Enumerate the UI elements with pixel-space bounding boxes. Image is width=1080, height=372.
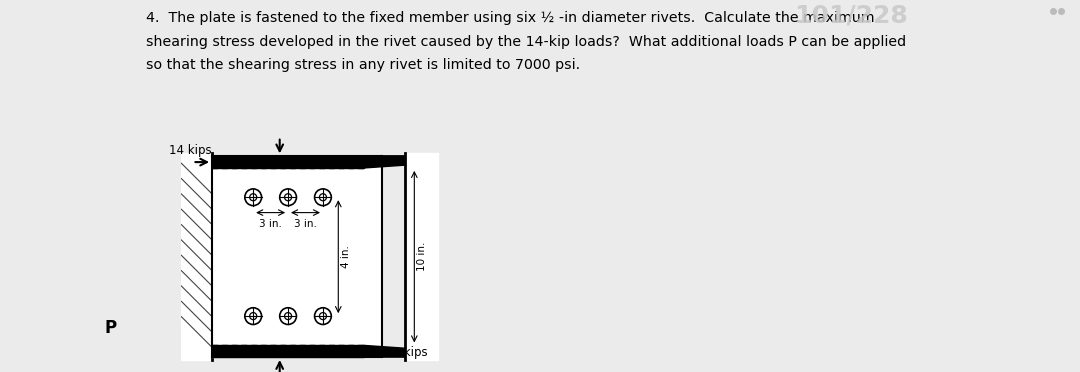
Polygon shape — [212, 345, 364, 357]
Circle shape — [245, 308, 261, 324]
Text: 3 in.: 3 in. — [294, 219, 316, 229]
Circle shape — [314, 308, 332, 324]
Text: 4 in.: 4 in. — [340, 245, 351, 268]
Text: 14 kips: 14 kips — [168, 144, 212, 157]
Text: 14 kips: 14 kips — [384, 346, 428, 359]
Circle shape — [314, 189, 332, 206]
Polygon shape — [212, 156, 382, 357]
Polygon shape — [364, 156, 405, 168]
Polygon shape — [364, 345, 405, 357]
Polygon shape — [212, 156, 364, 168]
Text: 4.  The plate is fastened to the fixed member using six ½ -in diameter rivets.  : 4. The plate is fastened to the fixed me… — [146, 11, 906, 72]
Text: 3 in.: 3 in. — [259, 219, 282, 229]
Text: 10 in.: 10 in. — [417, 242, 427, 271]
Polygon shape — [181, 154, 212, 360]
Text: 101/228: 101/228 — [794, 4, 907, 28]
Circle shape — [245, 189, 261, 206]
Circle shape — [280, 308, 296, 324]
Text: P: P — [105, 319, 117, 337]
Polygon shape — [405, 154, 438, 360]
Circle shape — [280, 189, 296, 206]
